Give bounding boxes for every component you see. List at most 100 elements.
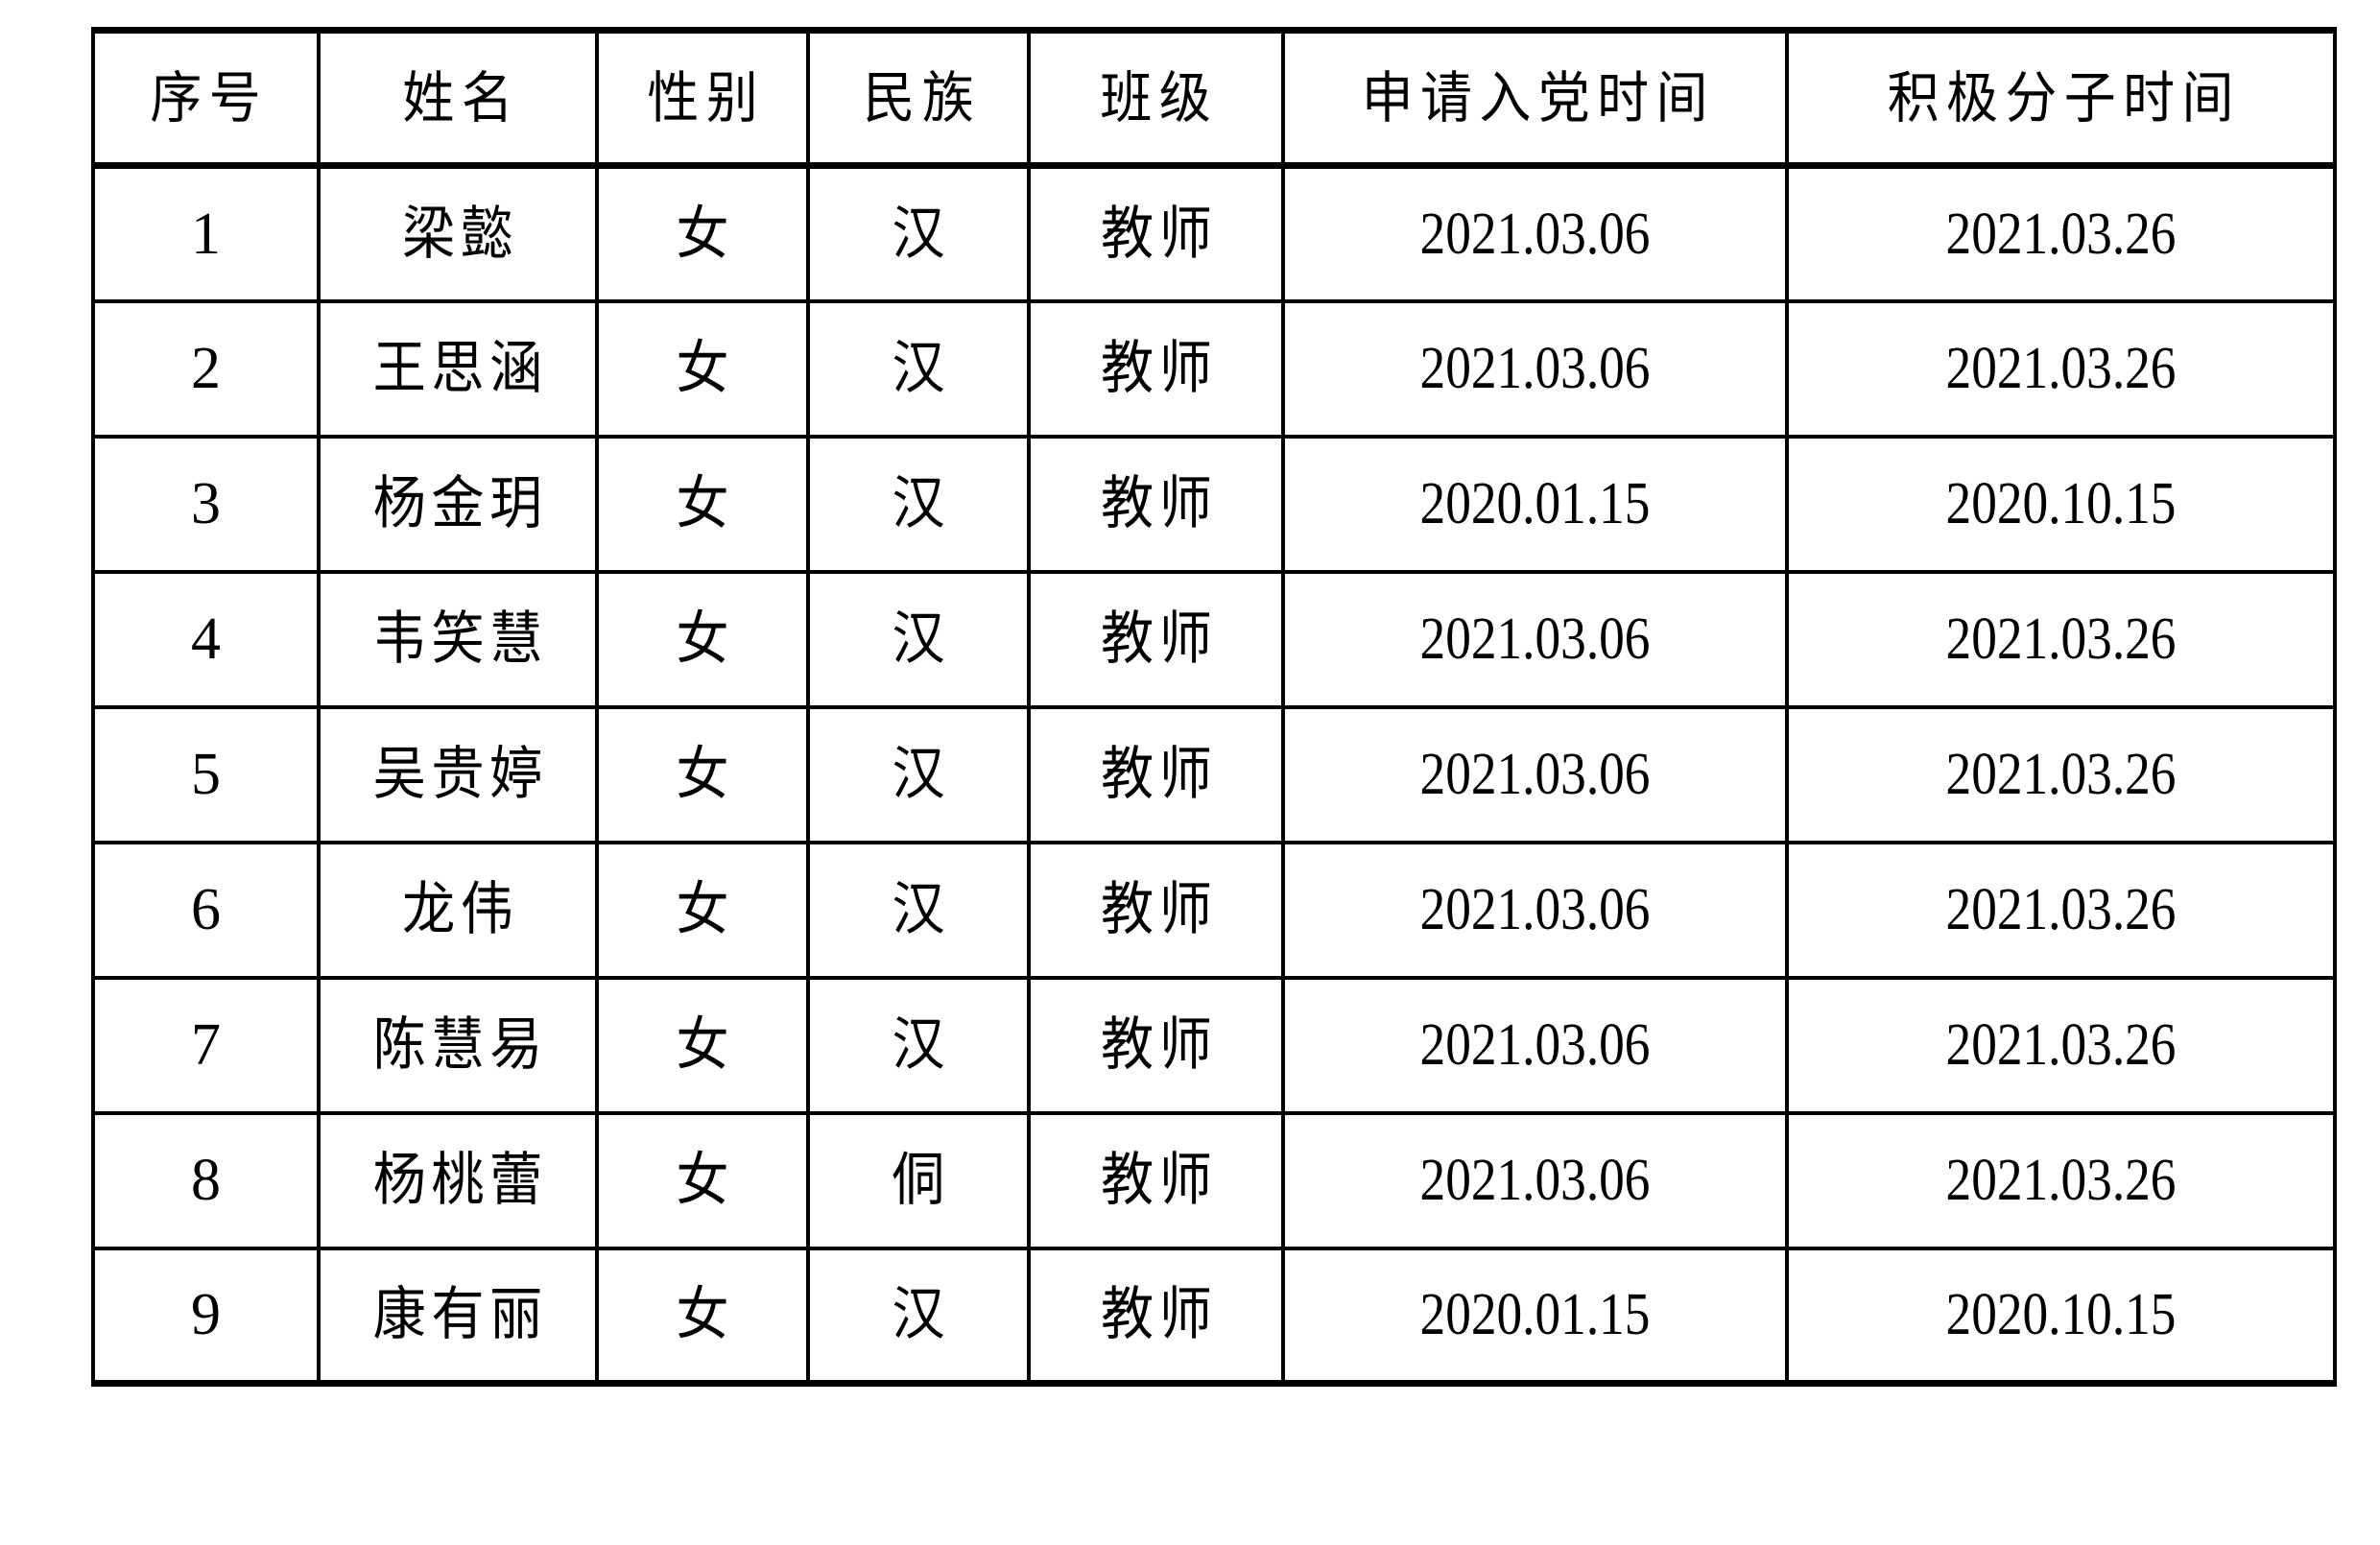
cell-eth: 汉 <box>806 840 1031 980</box>
cell-value: 教师 <box>1100 470 1217 537</box>
cell-value: 2021.03.26 <box>1945 1148 2177 1213</box>
cell-value: 教师 <box>1100 335 1217 402</box>
cell-value: 女 <box>676 606 735 673</box>
cell-value: 8 <box>191 1148 221 1213</box>
cell-eth: 汉 <box>806 434 1031 574</box>
cell-value: 女 <box>676 876 735 943</box>
cell-seq: 2 <box>91 298 321 439</box>
cell-eth: 汉 <box>806 163 1031 303</box>
column-header-label: 积极分子时间 <box>1888 65 2242 131</box>
cell-value: 韦笑慧 <box>372 606 548 673</box>
table-header-row: 序号 姓名 性别 民族 班级 申请入党时间 积极分子时间 <box>91 27 2337 169</box>
cell-name: 龙伟 <box>317 840 599 980</box>
cell-class: 教师 <box>1027 975 1285 1115</box>
cell-class: 教师 <box>1027 298 1285 439</box>
cell-name: 杨桃蕾 <box>317 1110 599 1250</box>
cell-seq: 6 <box>91 840 321 980</box>
cell-value: 汉 <box>892 1011 951 1079</box>
cell-apply: 2021.03.06 <box>1281 163 1789 303</box>
column-header-name: 姓名 <box>317 27 599 169</box>
cell-value: 教师 <box>1100 1011 1217 1079</box>
column-header-class: 班级 <box>1027 27 1285 169</box>
cell-value: 2021.03.26 <box>1945 201 2177 267</box>
cell-eth: 汉 <box>806 704 1031 844</box>
cell-eth: 汉 <box>806 1246 1031 1387</box>
cell-class: 教师 <box>1027 840 1285 980</box>
cell-apply: 2021.03.06 <box>1281 840 1789 980</box>
cell-seq: 9 <box>91 1246 321 1387</box>
cell-apply: 2021.03.06 <box>1281 1110 1789 1250</box>
cell-active: 2021.03.26 <box>1785 704 2337 844</box>
cell-active: 2020.10.15 <box>1785 1246 2337 1387</box>
cell-value: 6 <box>191 877 221 942</box>
cell-apply: 2021.03.06 <box>1281 704 1789 844</box>
cell-seq: 7 <box>91 975 321 1115</box>
cell-value: 2021.03.06 <box>1419 1148 1651 1213</box>
cell-value: 汉 <box>892 335 951 402</box>
cell-eth: 汉 <box>806 569 1031 709</box>
cell-name: 吴贵婷 <box>317 704 599 844</box>
cell-value: 教师 <box>1100 200 1217 268</box>
cell-apply: 2021.03.06 <box>1281 975 1789 1115</box>
cell-value: 4 <box>191 606 221 672</box>
cell-value: 2 <box>191 336 221 401</box>
cell-value: 7 <box>191 1012 221 1078</box>
cell-value: 教师 <box>1100 606 1217 673</box>
cell-seq: 1 <box>91 163 321 303</box>
cell-active: 2021.03.26 <box>1785 163 2337 303</box>
cell-value: 女 <box>676 1147 735 1214</box>
table-row: 8 杨桃蕾 女 侗 教师 2021.03.06 2021.03.26 <box>91 1110 2337 1250</box>
cell-value: 2021.03.26 <box>1945 877 2177 942</box>
column-header-apply: 申请入党时间 <box>1281 27 1789 169</box>
cell-name: 康有丽 <box>317 1246 599 1387</box>
cell-value: 汉 <box>892 470 951 537</box>
column-header-label: 申请入党时间 <box>1362 65 1716 131</box>
cell-value: 3 <box>191 471 221 536</box>
cell-value: 2021.03.06 <box>1419 606 1651 672</box>
cell-active: 2020.10.15 <box>1785 434 2337 574</box>
table-row: 1 梁懿 女 汉 教师 2021.03.06 2021.03.26 <box>91 163 2337 303</box>
cell-sex: 女 <box>595 704 810 844</box>
cell-class: 教师 <box>1027 434 1285 574</box>
cell-value: 女 <box>676 1281 735 1349</box>
cell-value: 教师 <box>1100 741 1217 808</box>
cell-name: 韦笑慧 <box>317 569 599 709</box>
cell-seq: 3 <box>91 434 321 574</box>
cell-value: 女 <box>676 1011 735 1079</box>
cell-active: 2021.03.26 <box>1785 975 2337 1115</box>
cell-value: 2021.03.06 <box>1419 336 1651 401</box>
party-applicant-roster-table: 序号 姓名 性别 民族 班级 申请入党时间 积极分子时间 1 梁懿女汉教师 2021.03.06 2… <box>91 27 2337 1387</box>
table-row: 2 王思涵 女 汉 教师 2021.03.06 2021.03.26 <box>91 298 2337 439</box>
cell-value: 杨桃蕾 <box>372 1147 548 1214</box>
cell-sex: 女 <box>595 569 810 709</box>
cell-class: 教师 <box>1027 163 1285 303</box>
cell-eth: 侗 <box>806 1110 1031 1250</box>
column-header-label: 序号 <box>150 65 269 131</box>
cell-eth: 汉 <box>806 298 1031 439</box>
cell-name: 梁懿 <box>317 163 599 303</box>
cell-class: 教师 <box>1027 569 1285 709</box>
cell-sex: 女 <box>595 840 810 980</box>
cell-value: 汉 <box>892 741 951 808</box>
cell-value: 女 <box>676 470 735 537</box>
cell-sex: 女 <box>595 434 810 574</box>
cell-value: 5 <box>191 742 221 807</box>
cell-value: 王思涵 <box>372 335 548 402</box>
table-row: 4 韦笑慧 女 汉 教师 2021.03.06 2021.03.26 <box>91 569 2337 709</box>
column-header-sex: 性别 <box>595 27 810 169</box>
cell-value: 教师 <box>1100 1147 1217 1214</box>
cell-name: 王思涵 <box>317 298 599 439</box>
cell-class: 教师 <box>1027 1246 1285 1387</box>
cell-active: 2021.03.26 <box>1785 569 2337 709</box>
cell-value: 2020.10.15 <box>1945 1282 2177 1348</box>
cell-value: 2021.03.06 <box>1419 201 1651 267</box>
cell-value: 2021.03.26 <box>1945 1012 2177 1078</box>
cell-apply: 2020.01.15 <box>1281 434 1789 574</box>
cell-name: 杨金玥 <box>317 434 599 574</box>
column-header-label: 姓名 <box>402 65 521 131</box>
cell-sex: 女 <box>595 975 810 1115</box>
cell-active: 2021.03.26 <box>1785 298 2337 439</box>
cell-value: 陈慧易 <box>372 1011 548 1079</box>
column-header-label: 民族 <box>863 65 982 131</box>
cell-value: 汉 <box>892 1281 951 1349</box>
